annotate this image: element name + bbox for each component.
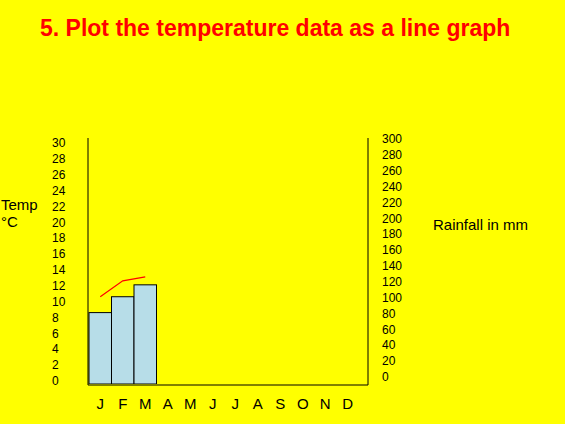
y-tick-label: 10 bbox=[52, 295, 66, 309]
x-tick-label: S bbox=[275, 395, 285, 412]
bar bbox=[89, 313, 112, 384]
y2-tick-label: 260 bbox=[382, 164, 402, 178]
y-axis bbox=[88, 138, 89, 385]
x-axis bbox=[88, 385, 368, 386]
x-tick-label: J bbox=[232, 395, 240, 412]
y2-tick-label: 100 bbox=[382, 291, 402, 305]
y-tick-label: 12 bbox=[52, 279, 66, 293]
y-tick-label: 26 bbox=[52, 168, 66, 182]
x-tick-label: J bbox=[97, 395, 105, 412]
y-tick-label: 6 bbox=[52, 327, 59, 341]
y-tick-label: 8 bbox=[52, 311, 59, 325]
y2-axis bbox=[368, 138, 369, 385]
y-tick-label: 28 bbox=[52, 152, 66, 166]
y2-tick-label: 140 bbox=[382, 259, 402, 273]
y2-tick-label: 300 bbox=[382, 132, 402, 146]
x-tick-label: A bbox=[163, 395, 173, 412]
y2-tick-label: 160 bbox=[382, 243, 402, 257]
y2-tick-label: 200 bbox=[382, 212, 402, 226]
x-tick-label: N bbox=[320, 395, 331, 412]
y-tick-label: 30 bbox=[52, 136, 66, 150]
y-tick-label: 22 bbox=[52, 200, 66, 214]
y-tick-label: 2 bbox=[52, 358, 59, 372]
y2-tick-label: 40 bbox=[382, 338, 396, 352]
y2-tick-label: 80 bbox=[382, 307, 396, 321]
line bbox=[100, 277, 145, 297]
y2-tick-label: 20 bbox=[382, 354, 396, 368]
y-label: Temp°C bbox=[1, 196, 38, 230]
y2-tick-label: 60 bbox=[382, 323, 396, 337]
plot-area bbox=[89, 277, 157, 384]
x-tick-label: M bbox=[184, 395, 197, 412]
y2-tick-label: 280 bbox=[382, 148, 402, 162]
y2-tick-label: 220 bbox=[382, 196, 402, 210]
y2-label: Rainfall in mm bbox=[433, 216, 528, 233]
x-tick-label: M bbox=[139, 395, 152, 412]
y-tick-label: 0 bbox=[52, 374, 59, 388]
y2-tick-label: 120 bbox=[382, 275, 402, 289]
bar bbox=[134, 285, 157, 384]
title: 5. Plot the temperature data as a line g… bbox=[40, 15, 510, 41]
y2-tick-label: 0 bbox=[382, 370, 389, 384]
y-tick-label: 24 bbox=[52, 184, 66, 198]
y-tick-label: 4 bbox=[52, 342, 59, 356]
bar bbox=[112, 297, 135, 384]
chart: 5. Plot the temperature data as a line g… bbox=[0, 0, 565, 424]
y-tick-label: 18 bbox=[52, 231, 66, 245]
y-tick-label: 20 bbox=[52, 216, 66, 230]
x-tick-label: D bbox=[342, 395, 353, 412]
y-tick-label: 16 bbox=[52, 247, 66, 261]
y2-tick-label: 240 bbox=[382, 180, 402, 194]
y-tick-label: 14 bbox=[52, 263, 66, 277]
y2-tick-label: 180 bbox=[382, 227, 402, 241]
x-tick-label: F bbox=[118, 395, 127, 412]
x-tick-label: O bbox=[297, 395, 309, 412]
x-tick-label: J bbox=[209, 395, 217, 412]
x-tick-label: A bbox=[253, 395, 263, 412]
